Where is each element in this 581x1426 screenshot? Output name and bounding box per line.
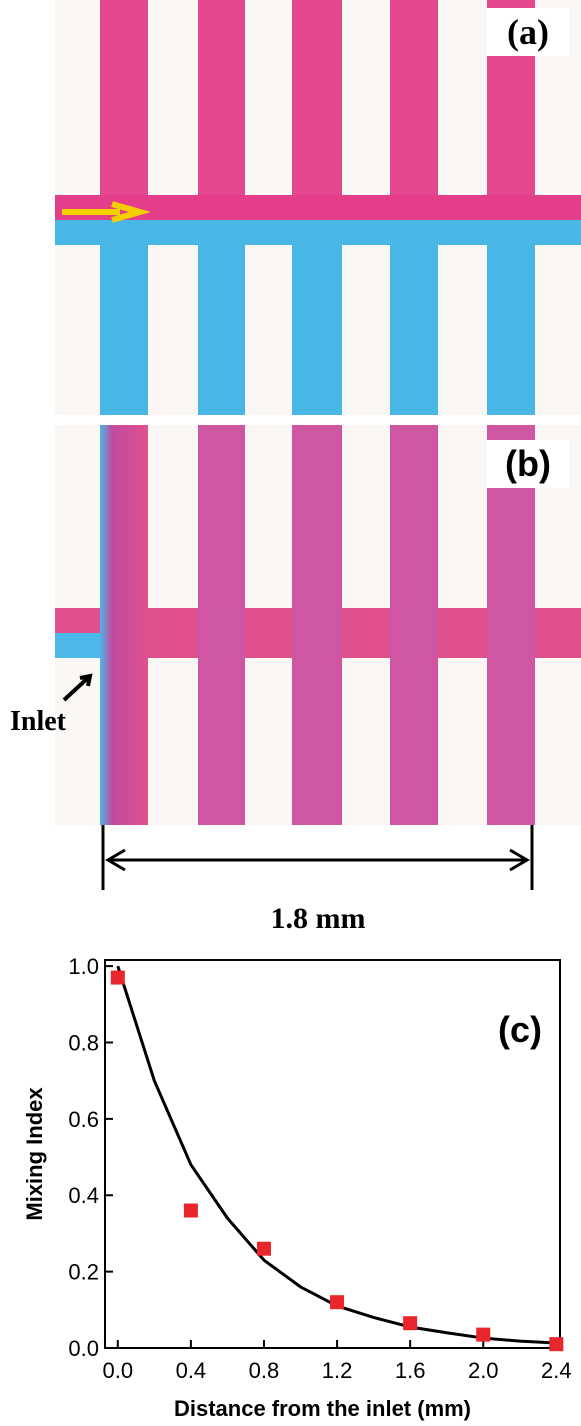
micrograph-a: (a) xyxy=(55,0,581,415)
y-tick-label: 0.0 xyxy=(68,1336,99,1361)
fit-line xyxy=(118,966,557,1343)
x-tick-label: 0.4 xyxy=(176,1358,207,1383)
data-point xyxy=(549,1337,563,1351)
panel-label: (b) xyxy=(505,443,551,484)
y-tick-label: 0.6 xyxy=(68,1107,99,1132)
y-tick-label: 0.4 xyxy=(68,1183,99,1208)
y-axis-title: Mixing Index xyxy=(22,1087,47,1221)
data-point xyxy=(476,1328,490,1342)
data-point xyxy=(257,1242,271,1256)
micrograph-b: (b) Inlet 1.8 mm xyxy=(10,425,581,935)
x-axis-title: Distance from the inlet (mm) xyxy=(174,1396,471,1421)
data-point xyxy=(184,1204,198,1218)
panel-label: (c) xyxy=(498,1009,542,1050)
x-tick-label: 2.0 xyxy=(468,1358,499,1383)
panel-label: (a) xyxy=(507,12,549,52)
x-tick-label: 0.0 xyxy=(102,1358,133,1383)
x-tick-label: 2.4 xyxy=(541,1358,572,1383)
plot-frame xyxy=(105,960,560,1348)
x-tick-label: 0.8 xyxy=(249,1358,280,1383)
chart: 0.0 0.2 0.4 0.6 0.8 1.0 0.0 0.4 0.8 1.2 1.6 2.0 2.4 D… xyxy=(22,954,572,1421)
data-point xyxy=(330,1295,344,1309)
y-tick-label: 0.8 xyxy=(68,1030,99,1055)
scale-label: 1.8 mm xyxy=(271,902,366,935)
x-tick-label: 1.2 xyxy=(322,1358,353,1383)
x-tick-label: 1.6 xyxy=(395,1358,426,1383)
inlet-label: Inlet xyxy=(10,706,67,737)
data-point xyxy=(111,971,125,985)
y-tick-label: 0.2 xyxy=(68,1260,99,1285)
figure: (a) (b) Inlet 1.8 mm 0.00.20.40.60.81.00… xyxy=(0,0,581,1426)
data-point xyxy=(403,1316,417,1330)
y-tick-label: 1.0 xyxy=(68,954,99,979)
